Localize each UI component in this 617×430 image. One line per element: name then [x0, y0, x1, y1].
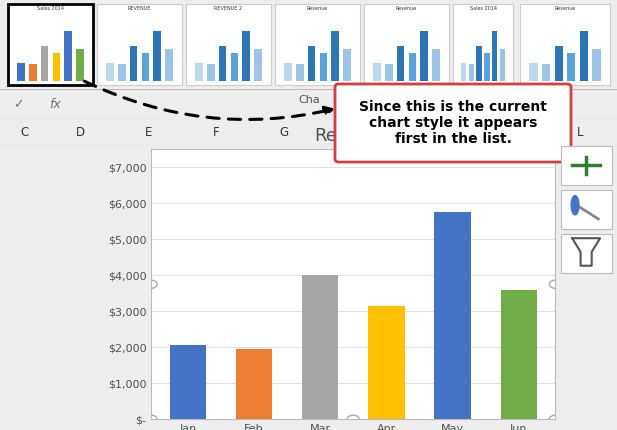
FancyBboxPatch shape: [561, 234, 611, 273]
FancyBboxPatch shape: [561, 190, 611, 229]
Bar: [500, 49, 505, 81]
Bar: [320, 53, 328, 81]
Bar: [236, 349, 272, 419]
Bar: [567, 53, 576, 81]
Text: I: I: [405, 126, 409, 139]
Text: G: G: [280, 126, 288, 139]
Text: C: C: [20, 126, 29, 139]
Bar: [154, 31, 161, 81]
Text: Revenue: Revenue: [396, 6, 417, 11]
Bar: [170, 345, 206, 419]
Bar: [242, 31, 250, 81]
Bar: [141, 53, 149, 81]
Bar: [64, 31, 72, 81]
Bar: [368, 306, 405, 419]
Circle shape: [571, 196, 579, 215]
Bar: [130, 46, 138, 81]
Bar: [8, 4, 93, 85]
Text: Sales 2014: Sales 2014: [470, 6, 497, 11]
Bar: [275, 4, 360, 85]
Bar: [529, 63, 537, 81]
Text: ✓: ✓: [13, 98, 24, 111]
Bar: [492, 31, 497, 81]
FancyBboxPatch shape: [561, 146, 611, 184]
Bar: [52, 53, 60, 81]
Bar: [331, 31, 339, 81]
Text: K: K: [515, 126, 522, 139]
Bar: [520, 4, 610, 85]
Bar: [373, 63, 381, 81]
Text: H: H: [347, 126, 356, 139]
Bar: [364, 4, 449, 85]
Bar: [186, 4, 271, 85]
Bar: [308, 46, 315, 81]
Bar: [302, 275, 338, 419]
Bar: [461, 63, 466, 81]
Bar: [343, 49, 351, 81]
Bar: [97, 4, 182, 85]
Bar: [397, 46, 405, 81]
Bar: [195, 63, 203, 81]
Bar: [580, 31, 588, 81]
Bar: [29, 64, 36, 81]
Bar: [434, 212, 471, 419]
Text: D: D: [76, 126, 85, 139]
Text: J: J: [461, 126, 465, 139]
Text: fx: fx: [49, 98, 62, 111]
Bar: [218, 46, 226, 81]
Text: Revenue: Revenue: [307, 6, 328, 11]
Text: REVENUE 2: REVENUE 2: [215, 6, 242, 11]
Bar: [17, 63, 25, 81]
Title: Revenue: Revenue: [314, 127, 392, 145]
Text: Cha: Cha: [298, 95, 320, 105]
Text: REVENUE: REVENUE: [128, 6, 151, 11]
Bar: [296, 64, 304, 81]
Bar: [453, 4, 513, 85]
FancyBboxPatch shape: [335, 84, 571, 162]
Bar: [476, 46, 482, 81]
Bar: [231, 53, 238, 81]
Bar: [484, 53, 489, 81]
Text: F: F: [213, 126, 219, 139]
Bar: [420, 31, 428, 81]
Text: L: L: [577, 126, 583, 139]
Bar: [385, 64, 392, 81]
Bar: [76, 49, 84, 81]
Bar: [284, 63, 292, 81]
Text: E: E: [144, 126, 152, 139]
Text: Since this is the current
chart style it appears
first in the list.: Since this is the current chart style it…: [359, 100, 547, 146]
Bar: [432, 49, 440, 81]
Bar: [408, 53, 416, 81]
Bar: [542, 64, 550, 81]
Bar: [41, 46, 49, 81]
Text: Sales 2014: Sales 2014: [37, 6, 64, 11]
Bar: [500, 290, 537, 419]
Text: Revenue: Revenue: [555, 6, 576, 11]
Bar: [165, 49, 173, 81]
Bar: [118, 64, 126, 81]
Bar: [555, 46, 563, 81]
Bar: [254, 49, 262, 81]
Bar: [207, 64, 215, 81]
Bar: [592, 49, 601, 81]
Bar: [468, 64, 474, 81]
Bar: [106, 63, 114, 81]
